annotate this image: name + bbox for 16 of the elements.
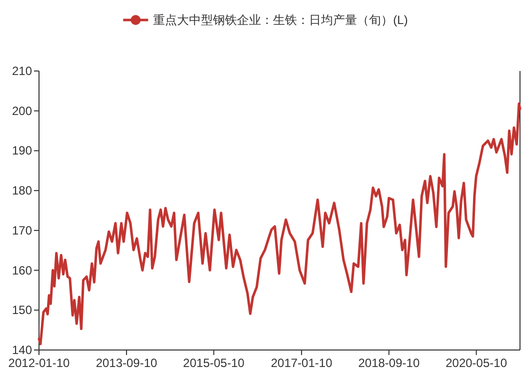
y-tick-label: 150 — [12, 303, 32, 318]
x-tick-label: 2012-01-10 — [8, 356, 70, 370]
y-tick-label: 140 — [12, 343, 32, 357]
y-tick-label: 170 — [12, 223, 32, 238]
x-tick-label: 2015-05-10 — [183, 356, 245, 370]
x-tick-label: 2013-09-10 — [96, 356, 158, 370]
y-tick-label: 160 — [12, 263, 32, 278]
x-tick-label: 2017-01-10 — [270, 356, 333, 370]
y-tick-label: 180 — [12, 184, 32, 198]
line-series — [38, 102, 522, 346]
y-tick-label: 210 — [12, 64, 32, 78]
y-tick-label: 190 — [12, 144, 32, 158]
legend-label: 重点大中型钢铁企业：生铁：日均产量（旬）(L) — [153, 13, 408, 27]
x-tick-label: 2020-05-10 — [446, 356, 508, 370]
x-tick-label: 2018-09-10 — [358, 356, 420, 370]
y-tick-label: 200 — [12, 104, 32, 118]
